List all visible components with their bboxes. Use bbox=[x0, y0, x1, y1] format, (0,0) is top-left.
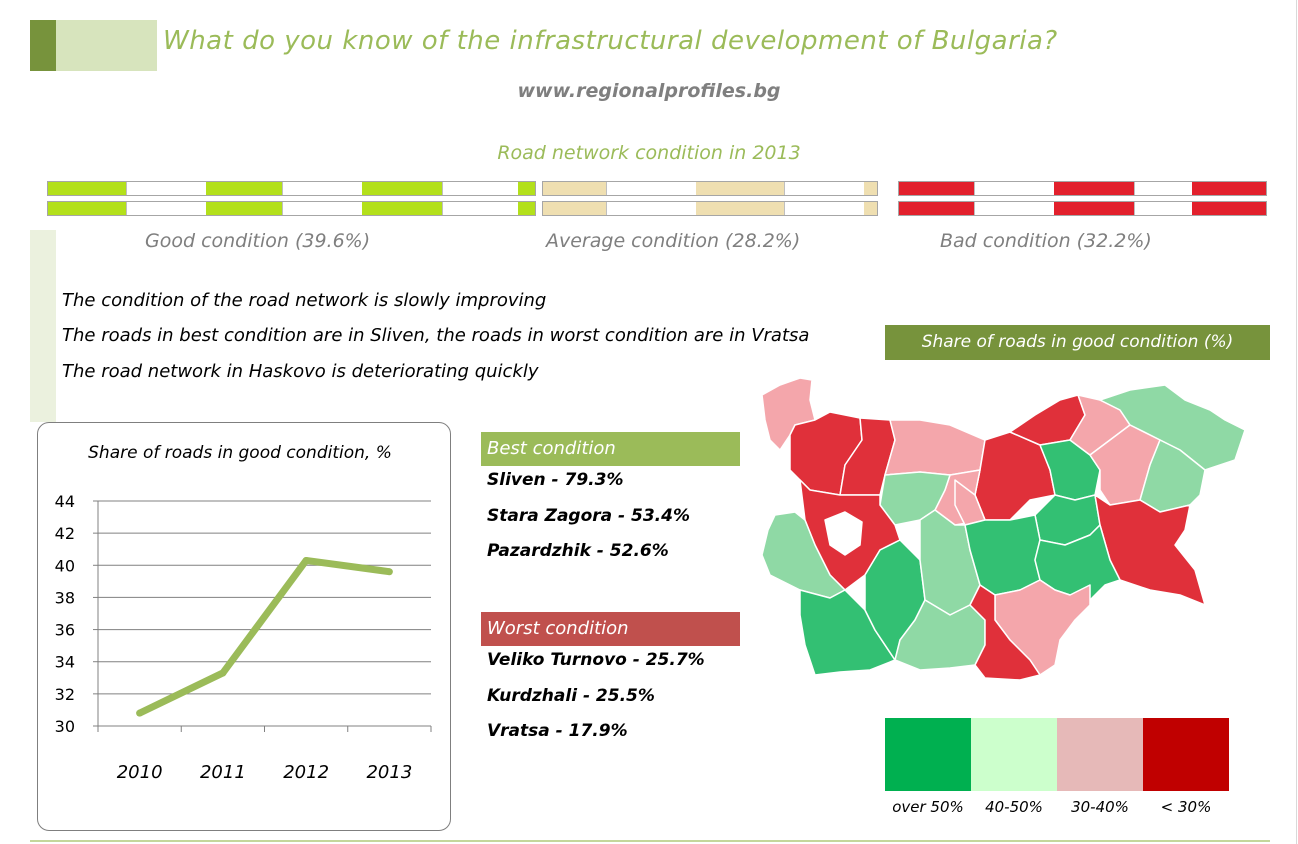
data-point bbox=[136, 709, 144, 717]
condition-bar-segment bbox=[1134, 182, 1193, 195]
region-kurdzhali bbox=[969, 584, 1041, 681]
header-accent-light bbox=[56, 20, 157, 71]
condition-bar-2-0 bbox=[898, 181, 1267, 196]
condition-bar-segment bbox=[1192, 202, 1266, 215]
best-condition-header: Best condition bbox=[481, 432, 740, 466]
condition-bar-segment bbox=[442, 202, 519, 215]
best-item-2: Stara Zagora - 53.4% bbox=[487, 506, 690, 526]
condition-bar-segment bbox=[362, 182, 442, 195]
condition-bar-segment bbox=[126, 182, 207, 195]
condition-bar-0-0 bbox=[47, 181, 536, 196]
data-point bbox=[302, 556, 310, 564]
condition-bar-segment bbox=[1054, 182, 1134, 195]
best-item-3: Pazardzhik - 52.6% bbox=[487, 541, 669, 561]
map-title: Share of roads in good condition (%) bbox=[885, 325, 1270, 360]
condition-bar-segment bbox=[899, 182, 974, 195]
condition-bar-segment bbox=[48, 182, 126, 195]
condition-bar-segment bbox=[784, 182, 865, 195]
condition-bar-segment bbox=[974, 202, 1055, 215]
bulgaria-map bbox=[761, 377, 1246, 681]
condition-bar-segment bbox=[974, 182, 1055, 195]
x-tick-label: 2012 bbox=[283, 762, 329, 783]
y-tick-label: 34 bbox=[55, 653, 75, 672]
condition-bar-segment bbox=[282, 182, 363, 195]
page-title: What do you know of the infrastructural … bbox=[163, 26, 1058, 56]
data-point bbox=[385, 568, 393, 576]
bullet-2: The roads in best condition are in Slive… bbox=[62, 325, 810, 346]
condition-bar-1-1 bbox=[542, 201, 878, 216]
condition-bar-segment bbox=[518, 182, 535, 195]
y-tick-label: 32 bbox=[55, 685, 75, 704]
worst-item-2: Kurdzhali - 25.5% bbox=[487, 686, 655, 706]
condition-bar-segment bbox=[1054, 202, 1134, 215]
y-tick-label: 42 bbox=[55, 524, 75, 543]
condition-bar-segment bbox=[784, 202, 865, 215]
region-burgas bbox=[1094, 494, 1206, 606]
page-border-right bbox=[1296, 0, 1297, 844]
average-condition-label: Average condition (28.2%) bbox=[546, 230, 801, 252]
condition-bar-segment bbox=[864, 202, 877, 215]
y-tick-label: 44 bbox=[55, 492, 75, 511]
condition-bar-segment bbox=[206, 202, 282, 215]
y-tick-label: 38 bbox=[55, 588, 75, 607]
condition-bar-segment bbox=[864, 182, 877, 195]
line-chart: Share of roads in good condition, % 30 32… bbox=[55, 443, 432, 783]
x-tick-label: 2010 bbox=[117, 762, 163, 783]
legend-swatch-30-40 bbox=[1057, 718, 1143, 791]
condition-bar-segment bbox=[282, 202, 363, 215]
worst-condition-header: Worst condition bbox=[481, 612, 740, 646]
y-tick-label: 36 bbox=[55, 621, 75, 640]
condition-bar-segment bbox=[1134, 202, 1193, 215]
condition-bar-segment bbox=[442, 182, 519, 195]
footer-divider bbox=[30, 840, 1270, 842]
condition-bar-segment bbox=[899, 202, 974, 215]
legend-label-40-50: 40-50% bbox=[985, 798, 1043, 816]
legend-label-under-30: < 30% bbox=[1160, 798, 1212, 816]
x-tick-label: 2013 bbox=[366, 762, 412, 783]
condition-bar-segment bbox=[696, 202, 784, 215]
chart-title: Share of roads in good condition, % bbox=[88, 443, 392, 463]
condition-bar-0-1 bbox=[47, 201, 536, 216]
best-item-1: Sliven - 79.3% bbox=[487, 470, 624, 490]
condition-bar-segment bbox=[543, 202, 606, 215]
region-pleven bbox=[884, 419, 986, 476]
x-tick-label: 2011 bbox=[200, 762, 246, 783]
y-tick-label: 40 bbox=[55, 556, 75, 575]
condition-bar-segment bbox=[696, 182, 784, 195]
condition-bar-2-1 bbox=[898, 201, 1267, 216]
legend-swatch-over-50 bbox=[885, 718, 971, 791]
good-condition-label: Good condition (39.6%) bbox=[145, 230, 371, 252]
header-accent-dark bbox=[30, 20, 56, 71]
condition-bar-segment bbox=[1192, 182, 1266, 195]
condition-bar-segment bbox=[606, 202, 697, 215]
condition-bar-segment bbox=[518, 202, 535, 215]
source-url[interactable]: www.regionalprofiles.bg bbox=[517, 80, 781, 102]
y-tick-label: 30 bbox=[55, 717, 75, 736]
region-kyustendil bbox=[799, 589, 896, 676]
condition-bar-1-0 bbox=[542, 181, 878, 196]
condition-bar-segment bbox=[362, 202, 442, 215]
condition-bar-segment bbox=[126, 202, 207, 215]
legend-swatch-under-30 bbox=[1143, 718, 1229, 791]
bullet-accent-bar bbox=[30, 230, 56, 422]
bullet-3: The road network in Haskovo is deteriora… bbox=[62, 361, 539, 382]
data-point bbox=[219, 669, 227, 677]
condition-bar-segment bbox=[48, 202, 126, 215]
road-condition-subtitle: Road network condition in 2013 bbox=[497, 142, 801, 164]
legend-label-over-50: over 50% bbox=[892, 798, 964, 816]
legend-label-30-40: 30-40% bbox=[1071, 798, 1129, 816]
line-chart-panel: Share of roads in good condition, % 30 32… bbox=[37, 422, 451, 831]
series-line bbox=[138, 556, 390, 717]
bullet-1: The condition of the road network is slo… bbox=[62, 290, 547, 311]
legend-swatch-40-50 bbox=[971, 718, 1057, 791]
condition-bar-segment bbox=[606, 182, 697, 195]
region-sofia-city bbox=[824, 511, 863, 556]
bad-condition-label: Bad condition (32.2%) bbox=[940, 230, 1152, 252]
condition-bar-segment bbox=[206, 182, 282, 195]
condition-bar-segment bbox=[543, 182, 606, 195]
worst-item-1: Veliko Turnovo - 25.7% bbox=[487, 650, 705, 670]
worst-item-3: Vratsa - 17.9% bbox=[487, 721, 628, 741]
